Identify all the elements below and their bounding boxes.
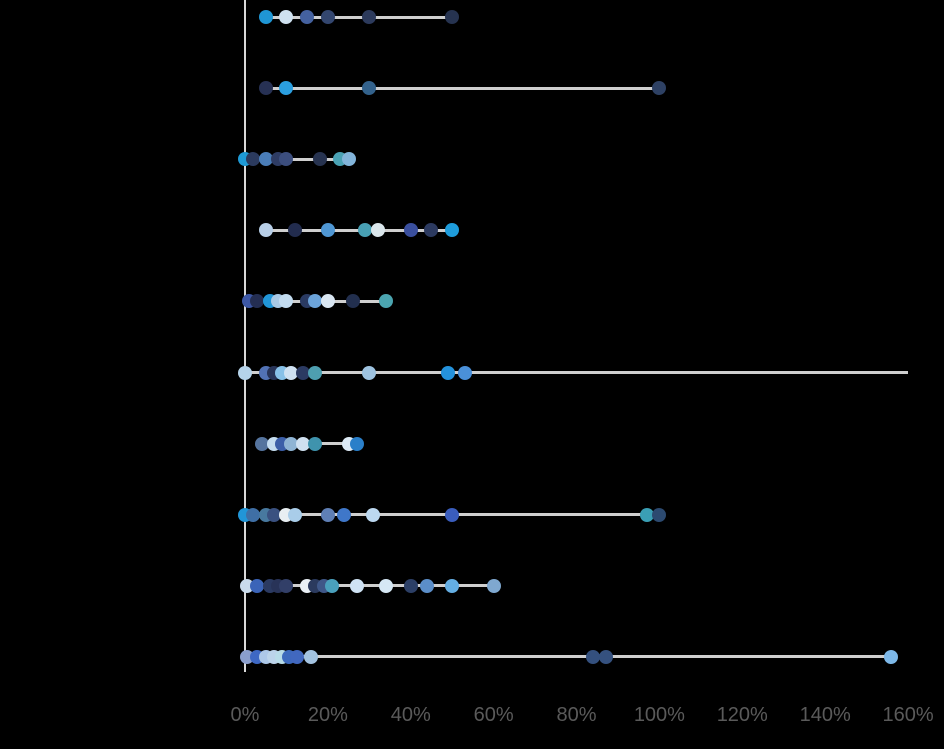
- x-axis-tick-label: 20%: [307, 704, 348, 726]
- data-point: [320, 507, 335, 522]
- data-point: [308, 436, 323, 451]
- data-point: [296, 436, 311, 451]
- data-point: [349, 436, 364, 451]
- data-point: [279, 152, 294, 167]
- data-point: [586, 649, 601, 664]
- data-point: [362, 10, 377, 24]
- data-point: [445, 223, 460, 238]
- data-point: [652, 81, 667, 96]
- row-connector-line: [245, 157, 349, 161]
- data-point: [320, 223, 335, 238]
- data-point: [250, 578, 265, 593]
- data-point: [325, 578, 340, 593]
- data-point: [358, 223, 373, 238]
- data-point: [403, 223, 418, 238]
- data-point: [258, 223, 273, 238]
- data-point: [258, 152, 273, 167]
- data-point: [345, 294, 360, 309]
- data-point: [320, 294, 335, 309]
- data-point: [258, 81, 273, 96]
- data-point: [250, 294, 265, 309]
- data-point: [279, 10, 294, 24]
- data-point: [287, 507, 302, 522]
- data-point: [378, 578, 393, 593]
- row-connector-line: [247, 584, 494, 588]
- data-point: [457, 365, 472, 380]
- data-point: [362, 81, 377, 96]
- row-connector-line: [265, 86, 660, 90]
- data-point: [652, 507, 667, 522]
- x-axis-tick-label: 100%: [633, 704, 685, 726]
- data-point: [267, 507, 281, 522]
- data-point: [246, 507, 261, 522]
- x-axis-tick-label: 120%: [716, 704, 768, 726]
- data-point: [445, 10, 460, 24]
- data-point: [283, 436, 298, 451]
- data-point: [420, 578, 435, 593]
- x-axis-tick-label: 60%: [473, 704, 514, 726]
- data-point: [254, 436, 269, 451]
- data-point: [283, 365, 298, 380]
- row-connector-line: [265, 15, 453, 19]
- data-point: [246, 152, 261, 167]
- x-axis-tick-label: 40%: [390, 704, 431, 726]
- data-point: [289, 649, 304, 664]
- data-point: [308, 294, 323, 309]
- x-axis-tick-label: 0%: [230, 704, 260, 726]
- data-point: [441, 365, 456, 380]
- data-point: [445, 578, 460, 593]
- data-point: [312, 152, 327, 167]
- data-point: [445, 507, 460, 522]
- data-point: [337, 507, 352, 522]
- data-point: [320, 10, 335, 24]
- data-point: [279, 578, 294, 593]
- x-axis-tick-label: 140%: [799, 704, 851, 726]
- data-point: [378, 294, 393, 309]
- data-point: [287, 223, 302, 238]
- data-point: [258, 10, 273, 24]
- data-point: [486, 578, 501, 593]
- data-point: [308, 365, 323, 380]
- data-point: [296, 365, 311, 380]
- data-point: [279, 81, 294, 96]
- data-point: [424, 223, 439, 238]
- data-point: [884, 649, 899, 664]
- data-point: [238, 365, 252, 380]
- data-point: [370, 223, 385, 238]
- x-axis-tick-label: 80%: [556, 704, 597, 726]
- data-point: [279, 294, 294, 309]
- row-connector-line: [245, 371, 909, 374]
- data-point: [403, 578, 418, 593]
- data-point: [366, 507, 381, 522]
- x-axis-tick-label: 160%: [882, 704, 934, 726]
- data-point: [349, 578, 364, 593]
- y-axis-line: [244, 0, 246, 672]
- data-point: [304, 649, 319, 664]
- data-point: [300, 10, 315, 24]
- data-point: [598, 649, 613, 664]
- data-point: [639, 507, 654, 522]
- row-connector-line: [247, 655, 892, 659]
- data-point: [362, 365, 377, 380]
- data-point: [341, 152, 356, 167]
